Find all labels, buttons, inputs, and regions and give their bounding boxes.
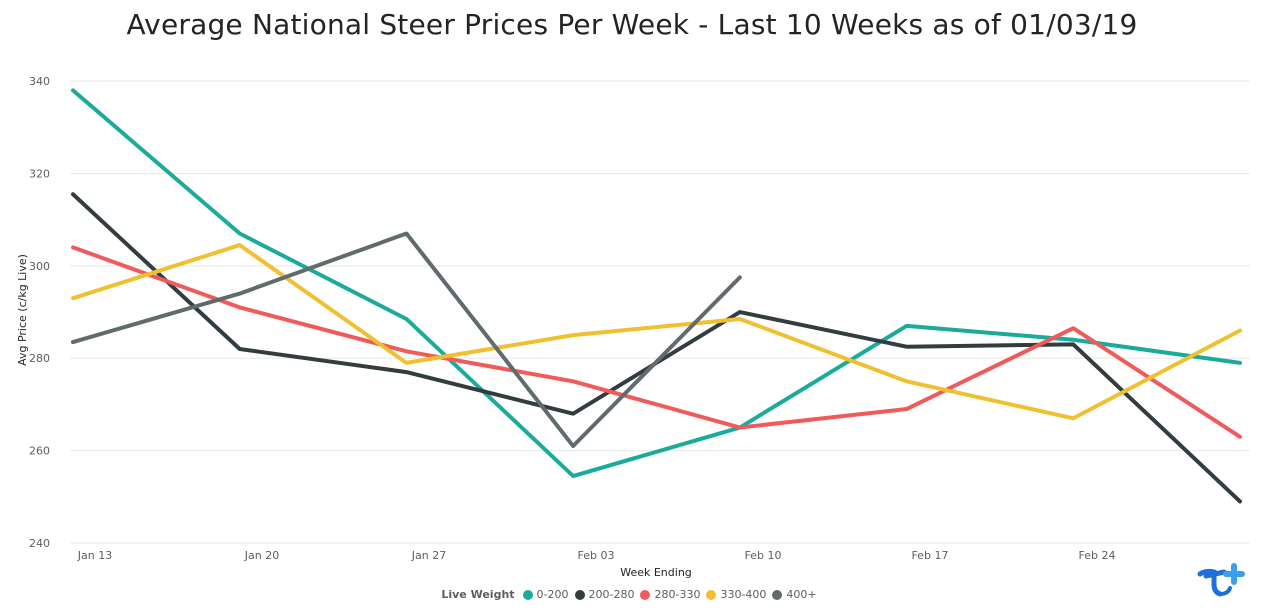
legend-item[interactable]: 330-400 <box>706 588 766 601</box>
series-lines <box>71 88 1242 504</box>
x-tick-label: Feb 17 <box>912 549 949 562</box>
legend-marker <box>640 589 651 600</box>
y-tick-label: 320 <box>29 167 50 180</box>
legend-label: 0-200 <box>536 588 569 601</box>
series-line-200-280 <box>71 192 1242 504</box>
x-tick-label: Jan 20 <box>244 549 279 562</box>
legend-label: 330-400 <box>720 588 767 601</box>
legend-marker <box>574 589 585 600</box>
legend-marker <box>706 589 717 600</box>
series-line-280-330 <box>71 245 1242 439</box>
chart-title: Average National Steer Prices Per Week -… <box>126 8 1138 41</box>
legend-marker <box>522 589 533 600</box>
x-tick-label: Jan 27 <box>411 549 446 562</box>
x-tick-label: Feb 24 <box>1079 549 1116 562</box>
y-tick-label: 280 <box>29 352 50 365</box>
y-axis-ticks: 240 260 280 300 320 340 <box>29 75 50 550</box>
y-axis-title: Avg Price (c/kg Live) <box>16 254 29 366</box>
y-tick-label: 260 <box>29 445 50 458</box>
x-tick-label: Feb 10 <box>745 549 782 562</box>
y-tick-label: 300 <box>29 260 50 273</box>
legend-label: 200-280 <box>588 588 635 601</box>
legend-title: Live Weight <box>441 588 515 601</box>
legend: Live Weight 0-200 200-280 280-330 330-400 40… <box>0 588 1264 601</box>
legend-item[interactable]: 0-200 <box>522 588 569 601</box>
legend-marker <box>772 589 783 600</box>
x-tick-label: Feb 03 <box>578 549 615 562</box>
y-tick-label: 340 <box>29 75 50 88</box>
series-line-0-200 <box>71 88 1242 479</box>
legend-item[interactable]: 280-330 <box>640 588 700 601</box>
x-tick-label: Jan 13 <box>77 549 112 562</box>
brand-logo-icon <box>1197 563 1245 597</box>
series-line-330-400 <box>71 243 1242 421</box>
gridlines <box>70 80 1250 544</box>
x-axis-title: Week Ending <box>620 566 692 579</box>
x-axis-ticks: Jan 13 Jan 20 Jan 27 Feb 03 Feb 10 Feb 17 Feb … <box>77 549 1116 562</box>
legend-item[interactable]: 400+ <box>772 588 817 601</box>
series-line-400+ <box>71 231 742 448</box>
legend-items: 0-200 200-280 280-330 330-400 400+ <box>522 588 823 601</box>
legend-label: 280-330 <box>654 588 701 601</box>
y-tick-label: 240 <box>29 537 50 550</box>
legend-label: 400+ <box>786 588 817 601</box>
legend-item[interactable]: 200-280 <box>574 588 635 601</box>
